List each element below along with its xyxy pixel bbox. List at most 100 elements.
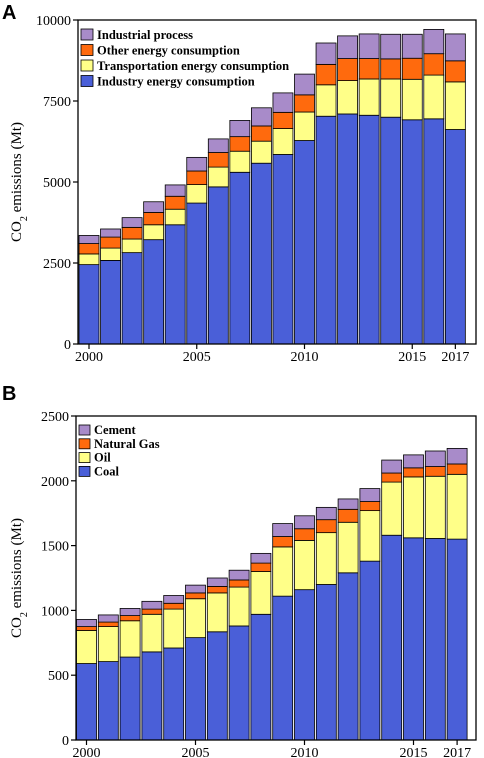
bar-2006-series-2 <box>206 586 228 594</box>
bar-2005-series-3 <box>185 584 206 594</box>
y-tick-label: 5000 <box>43 176 71 191</box>
bar-2015-series-0 <box>403 537 424 741</box>
bar-2005-series-2 <box>185 592 206 600</box>
bar-2006-series-1 <box>207 166 229 188</box>
bar-2014-series-2 <box>381 472 403 483</box>
bar-2006-series-1 <box>206 592 228 633</box>
bar-2008-series-1 <box>250 571 272 615</box>
y-tick-label: 2500 <box>41 410 69 425</box>
bar-2007-series-0 <box>229 171 251 345</box>
bar-2005-series-1 <box>185 598 206 639</box>
bar-2002-series-0 <box>119 656 141 741</box>
bar-2001-series-1 <box>97 626 119 662</box>
bar-2003-series-0 <box>143 239 165 345</box>
panel-a-y-axis-label: CO2 emissions (Mt) <box>9 122 30 242</box>
x-tick-label: 2015 <box>400 746 428 758</box>
legend-label: Transportation energy consumption <box>97 59 289 73</box>
x-tick-label: 2000 <box>73 746 101 758</box>
bar-2009-series-1 <box>272 128 294 155</box>
bar-2003-series-2 <box>141 608 163 615</box>
bar-2004-series-3 <box>164 184 186 197</box>
y-tick-label: 1500 <box>41 540 69 555</box>
bar-2006-series-0 <box>207 186 229 345</box>
bar-2000-series-3 <box>78 235 100 244</box>
bar-2014-series-2 <box>380 58 402 80</box>
y-tick-label: 2000 <box>41 475 69 490</box>
bar-2007-series-3 <box>228 569 250 581</box>
bar-2012-series-2 <box>337 58 359 81</box>
bar-2013-series-1 <box>359 510 381 562</box>
bar-2012-series-1 <box>337 80 359 115</box>
bar-2014-series-3 <box>381 459 403 474</box>
legend-label: Other energy consumption <box>97 44 240 58</box>
bar-2016-series-0 <box>423 118 445 345</box>
bar-2007-series-2 <box>229 136 251 152</box>
bar-2012-series-0 <box>337 572 359 741</box>
bar-2013-series-0 <box>358 114 380 345</box>
y-tick-label: 10000 <box>36 14 71 29</box>
bar-2006-series-3 <box>206 577 228 587</box>
bar-2010-series-1 <box>294 111 315 141</box>
bar-2003-series-0 <box>141 651 163 741</box>
bar-2004-series-1 <box>164 208 186 226</box>
bar-2015-series-0 <box>401 119 423 345</box>
bar-2008-series-2 <box>250 125 272 142</box>
x-tick-label: 2017 <box>441 350 469 365</box>
bar-2006-series-0 <box>206 631 228 741</box>
x-tick-label: 2017 <box>443 746 471 758</box>
bar-2001-series-1 <box>100 247 121 261</box>
bar-2006-series-2 <box>207 152 229 168</box>
bar-2011-series-0 <box>315 584 337 741</box>
bar-2011-series-3 <box>315 42 337 65</box>
bar-2013-series-1 <box>358 78 380 116</box>
bar-2008-series-0 <box>250 613 272 741</box>
bar-2008-series-0 <box>250 162 272 345</box>
bar-2008-series-3 <box>250 107 272 127</box>
bar-2007-series-1 <box>229 150 251 173</box>
bar-2005-series-1 <box>186 184 208 204</box>
panel-b-letter: B <box>2 383 16 405</box>
y-tick-label: 7500 <box>43 95 71 110</box>
bar-2016-series-0 <box>424 538 446 741</box>
panel-b-y-axis-label: CO2 emissions (Mt) <box>9 518 30 638</box>
bar-2013-series-3 <box>358 33 380 59</box>
bar-2013-series-2 <box>359 501 381 512</box>
y-tick-label: 2500 <box>43 257 71 272</box>
bar-2013-series-0 <box>359 560 381 741</box>
bar-2010-series-0 <box>294 589 315 741</box>
bar-2009-series-1 <box>272 546 294 597</box>
bar-2009-series-3 <box>272 523 294 537</box>
panel-b-bars <box>76 447 468 741</box>
bar-2010-series-2 <box>294 528 315 541</box>
bar-2007-series-1 <box>228 586 250 627</box>
bar-2007-series-0 <box>228 625 250 741</box>
bar-2010-series-1 <box>294 540 315 591</box>
bar-2010-series-2 <box>294 94 315 113</box>
bar-2017-series-1 <box>446 473 468 540</box>
bar-2000-series-2 <box>76 626 97 631</box>
bar-2000-series-0 <box>78 264 100 345</box>
bar-2014-series-1 <box>380 78 402 118</box>
bar-2009-series-2 <box>272 536 294 548</box>
bar-2007-series-3 <box>229 120 251 138</box>
bar-2016-series-1 <box>424 475 446 539</box>
bar-2000-series-1 <box>76 630 97 664</box>
bar-2009-series-2 <box>272 111 294 129</box>
x-tick-label: 2005 <box>183 350 211 365</box>
bar-2011-series-1 <box>315 532 337 585</box>
panel-b-y-axis: 0 500 1000 1500 2000 2500 <box>41 410 76 749</box>
bar-2004-series-3 <box>163 595 185 604</box>
bar-2015-series-2 <box>401 57 423 80</box>
bar-2016-series-3 <box>423 28 445 55</box>
x-tick-label: 2005 <box>182 746 210 758</box>
bar-2001-series-0 <box>97 661 119 741</box>
bar-2011-series-1 <box>315 84 337 117</box>
bar-2005-series-0 <box>185 637 206 741</box>
bar-2009-series-0 <box>272 595 294 741</box>
legend-swatch <box>78 465 91 477</box>
x-tick-label: 2010 <box>291 350 319 365</box>
panel-a-bars <box>78 28 466 345</box>
bar-2017-series-0 <box>444 129 466 345</box>
bar-2001-series-2 <box>100 236 121 249</box>
